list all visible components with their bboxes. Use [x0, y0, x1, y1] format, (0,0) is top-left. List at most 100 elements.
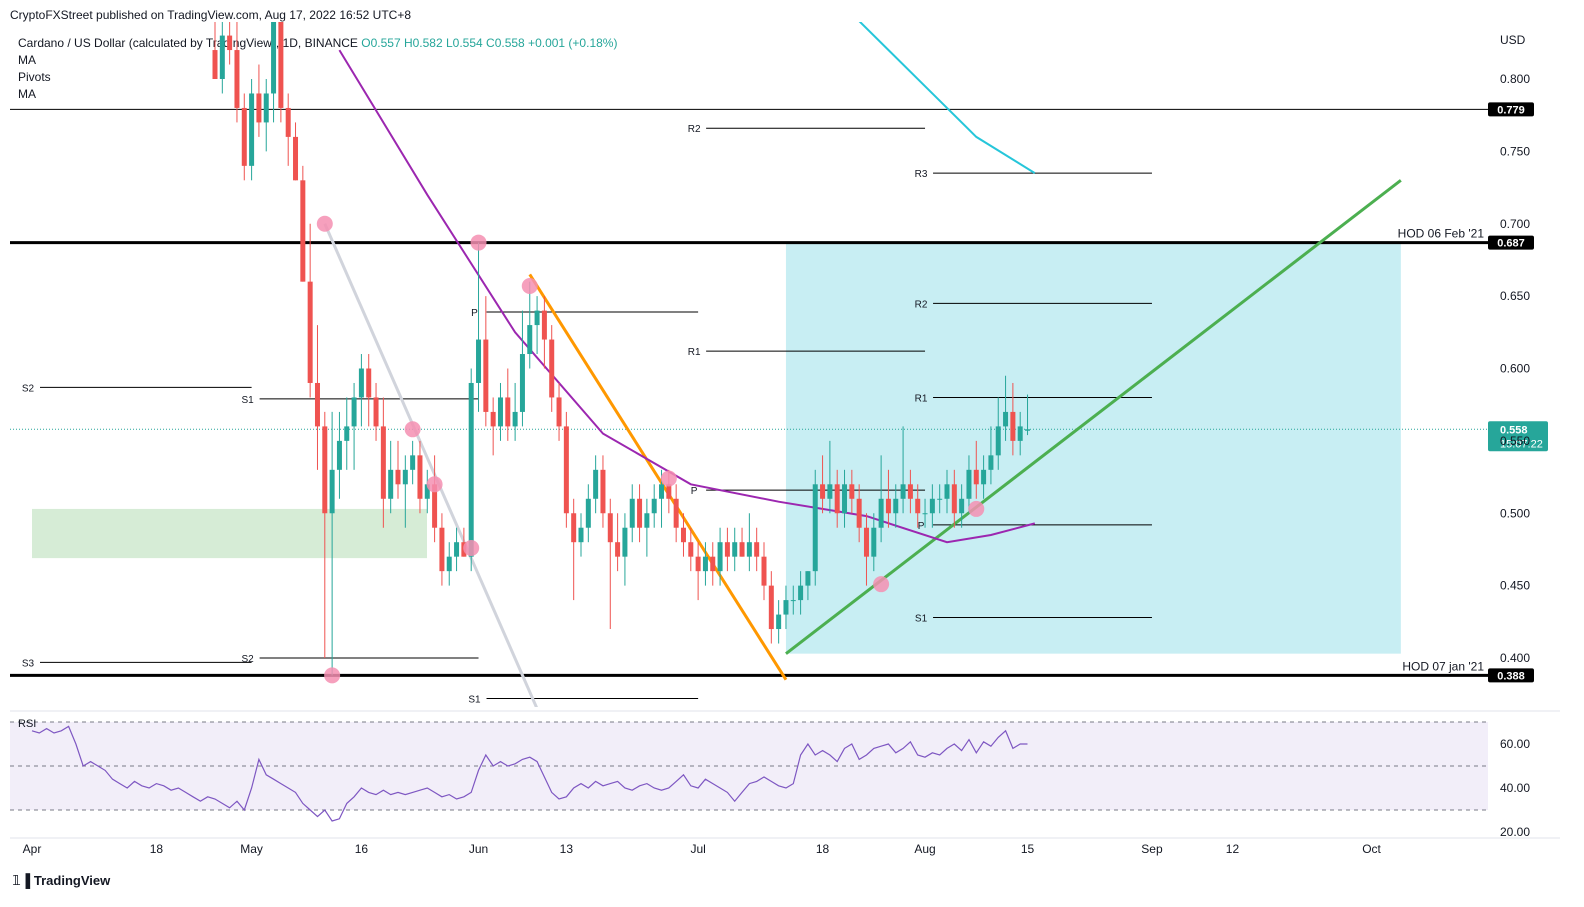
pivot-label-p: P — [918, 521, 925, 532]
candle-body — [842, 484, 848, 514]
time-tick-label: Apr — [23, 842, 42, 856]
candle-body — [351, 397, 357, 427]
rsi-tick-label: 60.00 — [1500, 737, 1530, 751]
candle-body — [695, 556, 701, 572]
candle-body — [395, 469, 401, 485]
pivot-label-s1: S1 — [241, 395, 254, 406]
price-tick-label: 0.550 — [1500, 434, 1530, 448]
candle-body — [995, 426, 1001, 456]
tradingview-brand-label: TradingView — [33, 873, 111, 888]
candle-body — [812, 484, 818, 572]
candle-body — [578, 527, 584, 543]
candle-body — [907, 484, 913, 499]
trendline-ascending — [785, 179, 1402, 655]
candle-body — [497, 397, 503, 427]
candle-body — [219, 35, 225, 79]
candle-body — [798, 585, 804, 601]
candle-body — [900, 484, 906, 499]
candle-body — [820, 484, 826, 499]
candle-body — [944, 484, 950, 499]
candle-body — [454, 542, 460, 557]
candle-body — [666, 484, 672, 499]
indicator-ma-slow[interactable]: MA — [18, 87, 36, 101]
touch-point-marker — [470, 234, 487, 251]
candle-body — [212, 50, 218, 79]
candle-body — [893, 498, 899, 514]
candle-body — [527, 325, 533, 355]
candle-body — [783, 600, 789, 615]
candle-body — [329, 469, 335, 514]
candle-body — [585, 498, 591, 528]
candle-body — [549, 339, 555, 398]
indicator-ma-fast[interactable]: MA — [18, 53, 36, 67]
rsi-pane: RSI — [10, 718, 1488, 822]
current-price-tag — [1488, 421, 1548, 452]
candle-body — [424, 484, 430, 499]
candle-body — [432, 484, 438, 528]
pivot-label-r2: R2 — [688, 124, 701, 135]
touch-point-marker — [660, 470, 677, 487]
candle-body — [885, 498, 891, 514]
time-tick-label: 16 — [355, 842, 369, 856]
candle-body — [863, 527, 869, 557]
touch-point-marker — [324, 667, 341, 684]
candle-body — [307, 281, 313, 383]
candle-body — [271, 22, 277, 94]
candle-body — [717, 542, 723, 572]
candle-body — [234, 50, 240, 108]
candle-body — [256, 93, 262, 123]
demand-zone — [32, 508, 427, 559]
price-tick-label: 0.400 — [1500, 651, 1530, 665]
time-tick-label: Jun — [469, 842, 488, 856]
candle-body — [929, 498, 935, 514]
candle-body — [446, 556, 452, 572]
candle-body — [871, 527, 877, 557]
touch-point-marker — [404, 421, 421, 438]
candle-body — [754, 542, 760, 557]
rsi-tick-label: 20.00 — [1500, 825, 1530, 839]
candle-body — [768, 585, 774, 630]
indicator-pivots[interactable]: Pivots — [18, 70, 51, 84]
level-tag-text-0.388: 0.388 — [1497, 670, 1525, 682]
candle-body — [615, 542, 621, 557]
candle-body — [417, 455, 423, 499]
candle-body — [761, 556, 767, 586]
candle-body — [915, 498, 921, 514]
candle-body — [300, 180, 306, 282]
candle-body — [505, 397, 511, 427]
level-tag-0.779 — [1488, 102, 1534, 117]
candle-body — [651, 498, 657, 514]
axes-layer: 0.779 0.687 0.388 0.558 15:07:22 60.00 40.00 20… — [10, 33, 1560, 856]
candle-body — [293, 136, 299, 181]
level-tag-0.687 — [1488, 235, 1534, 250]
rsi-line — [31, 725, 1028, 822]
pivot-label-r1: R1 — [915, 393, 928, 404]
candle-body — [739, 542, 745, 557]
tradingview-brand[interactable]: 𝟙▐ TradingView — [12, 873, 110, 889]
candle-body — [710, 556, 716, 572]
candle-body — [827, 484, 833, 499]
price-tick-label: 0.650 — [1500, 289, 1530, 303]
candle-body — [476, 339, 482, 383]
candle-body — [358, 368, 364, 398]
candles-layer — [212, 22, 1031, 676]
time-tick-label: Aug — [914, 842, 935, 856]
trendlines-layer — [323, 179, 1402, 707]
candle-body — [922, 513, 928, 515]
time-tick-label: Jul — [690, 842, 705, 856]
candle-body — [1025, 429, 1031, 431]
pivot-label-r2: R2 — [915, 299, 928, 310]
candle-body — [439, 527, 445, 572]
candle-body — [790, 600, 796, 602]
candle-body — [637, 498, 643, 528]
time-tick-label: 15 — [1021, 842, 1035, 856]
candle-body — [556, 397, 562, 427]
candle-body — [249, 93, 255, 166]
level-tag-text-0.687: 0.687 — [1497, 238, 1525, 250]
candle-body — [314, 382, 320, 427]
candle-body — [644, 513, 650, 528]
pivots-layer: S2 S3 S1 S2 P S1 R2 R1 P R3 R2 R1 P S1 — [22, 124, 1152, 706]
currency-label: USD — [1500, 33, 1526, 47]
candle-body — [966, 469, 972, 499]
